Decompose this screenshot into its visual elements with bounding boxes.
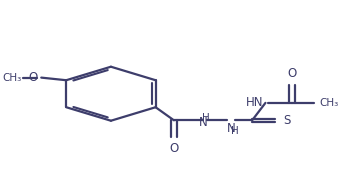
Text: H: H <box>231 125 239 136</box>
Text: N: N <box>199 116 208 129</box>
Text: O: O <box>288 67 297 80</box>
Text: CH₃: CH₃ <box>320 98 339 108</box>
Text: S: S <box>283 114 290 127</box>
Text: O: O <box>169 142 178 155</box>
Text: HN: HN <box>246 96 263 109</box>
Text: N: N <box>227 122 236 135</box>
Text: O: O <box>28 71 37 84</box>
Text: H: H <box>202 113 210 123</box>
Text: CH₃: CH₃ <box>2 73 21 83</box>
